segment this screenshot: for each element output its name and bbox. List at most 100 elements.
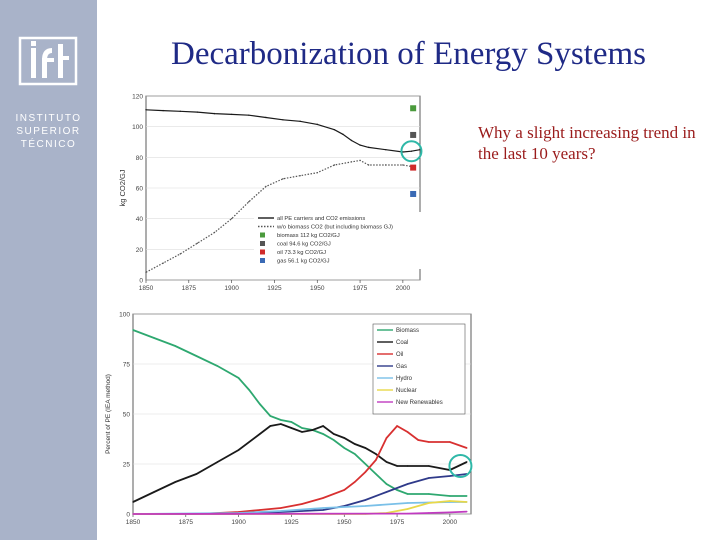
primary-energy-share-chart: 0 25 50 75 100 1850 1875 1900 1925 1950 1975 2000 Pe… bbox=[105, 312, 473, 526]
data-point bbox=[282, 119, 284, 121]
data-point bbox=[364, 447, 367, 449]
data-point bbox=[301, 431, 303, 433]
data-point bbox=[406, 508, 409, 510]
data-point bbox=[354, 443, 356, 445]
data-point bbox=[332, 439, 335, 441]
data-point bbox=[230, 217, 233, 220]
data-point bbox=[385, 148, 387, 151]
data-point bbox=[428, 502, 430, 504]
logo-text-line-1: INSTITUTO bbox=[15, 113, 82, 124]
y-axis-label: kg CO2/GJ bbox=[118, 169, 127, 206]
data-point bbox=[162, 262, 164, 264]
data-point bbox=[466, 495, 468, 497]
data-point bbox=[216, 461, 219, 463]
x-tick-label: 1975 bbox=[390, 519, 405, 526]
legend-swatch bbox=[260, 258, 265, 263]
data-point bbox=[364, 499, 367, 501]
data-point bbox=[343, 437, 345, 439]
logo-text-line-3: TÉCNICO bbox=[20, 139, 77, 150]
data-point bbox=[280, 419, 282, 421]
data-point bbox=[248, 114, 250, 116]
data-point bbox=[174, 345, 176, 347]
series-line bbox=[145, 159, 412, 273]
data-point bbox=[385, 164, 387, 166]
data-point bbox=[428, 512, 430, 514]
data-point bbox=[269, 415, 272, 417]
data-point bbox=[280, 510, 282, 512]
y-tick-label: 0 bbox=[126, 512, 130, 519]
data-point bbox=[299, 120, 301, 122]
x-tick-label: 1975 bbox=[353, 285, 368, 292]
data-point bbox=[406, 512, 409, 515]
data-point bbox=[385, 437, 388, 439]
data-point bbox=[410, 150, 413, 152]
data-point bbox=[179, 110, 181, 113]
data-point bbox=[342, 133, 344, 136]
x-tick-label: 1850 bbox=[126, 519, 141, 526]
data-point bbox=[406, 483, 409, 485]
data-point bbox=[265, 116, 267, 119]
data-point bbox=[406, 493, 409, 495]
data-point bbox=[449, 495, 451, 497]
data-point bbox=[145, 109, 147, 111]
y-tick-label: 60 bbox=[136, 186, 144, 193]
data-point bbox=[428, 477, 430, 479]
data-point bbox=[350, 161, 353, 163]
data-point bbox=[322, 509, 324, 511]
y-tick-label: 120 bbox=[132, 94, 143, 101]
legend-label: oil 73.3 kg CO2/GJ bbox=[277, 250, 326, 256]
data-point bbox=[196, 111, 199, 113]
data-point bbox=[449, 475, 451, 477]
y-tick-label: 0 bbox=[139, 278, 143, 285]
data-point bbox=[301, 510, 303, 512]
data-point bbox=[428, 441, 430, 443]
data-point bbox=[230, 113, 233, 116]
highlight-circle bbox=[448, 454, 473, 478]
data-point bbox=[237, 377, 240, 379]
series-line bbox=[145, 109, 421, 153]
data-point bbox=[316, 171, 318, 174]
data-point bbox=[248, 201, 250, 203]
data-point bbox=[301, 427, 303, 429]
data-point bbox=[311, 429, 314, 431]
data-point bbox=[385, 491, 388, 493]
highlight-circle bbox=[400, 140, 423, 163]
data-point bbox=[132, 513, 134, 515]
data-point bbox=[385, 461, 388, 463]
co2-intensity-chart: 0 20 40 60 80 100 120 1850 1875 1900 1925 1950 1975 2… bbox=[118, 94, 424, 292]
data-point bbox=[364, 463, 367, 465]
data-point bbox=[332, 433, 335, 435]
sidebar: INSTITUTO SUPERIOR TÉCNICO bbox=[0, 0, 97, 540]
data-point bbox=[322, 433, 324, 435]
data-point bbox=[449, 500, 451, 502]
data-point bbox=[213, 112, 216, 115]
data-point bbox=[367, 164, 370, 166]
legend-label: Biomass bbox=[396, 328, 419, 334]
data-point bbox=[216, 365, 219, 367]
legend-label: coal 94.6 kg CO2/GJ bbox=[277, 242, 331, 248]
data-point bbox=[195, 355, 198, 357]
y-tick-label: 75 bbox=[123, 362, 131, 369]
x-tick-label: 1925 bbox=[284, 519, 299, 526]
data-point bbox=[322, 497, 324, 499]
data-point bbox=[265, 185, 267, 188]
data-point bbox=[466, 461, 468, 463]
series-line bbox=[133, 473, 467, 515]
legend-label: Oil bbox=[396, 352, 403, 358]
legend-label: all PE carriers and CO2 emissions bbox=[277, 216, 365, 222]
ist-logo bbox=[18, 36, 78, 86]
data-point bbox=[290, 427, 293, 429]
data-point bbox=[248, 389, 250, 391]
legend-swatch bbox=[260, 249, 265, 255]
data-point bbox=[396, 425, 398, 427]
legend-label: New Renewables bbox=[396, 400, 443, 406]
legend-label: Nuclear bbox=[396, 388, 417, 394]
emission-factor-marker bbox=[410, 190, 417, 197]
legend-label: w/o biomass CO2 (but including biomass G… bbox=[276, 225, 393, 231]
x-tick-label: 1950 bbox=[337, 519, 352, 526]
data-point bbox=[213, 231, 216, 234]
data-point bbox=[162, 109, 164, 112]
data-point bbox=[406, 431, 409, 433]
legend-label: Gas bbox=[396, 364, 407, 370]
data-point bbox=[195, 473, 198, 475]
